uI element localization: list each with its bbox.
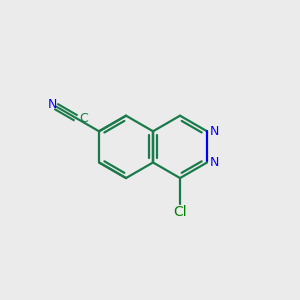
Text: N: N [47,98,57,111]
Text: Cl: Cl [173,206,187,220]
Text: N: N [210,156,219,169]
Text: N: N [210,125,219,138]
Text: C: C [79,112,88,125]
